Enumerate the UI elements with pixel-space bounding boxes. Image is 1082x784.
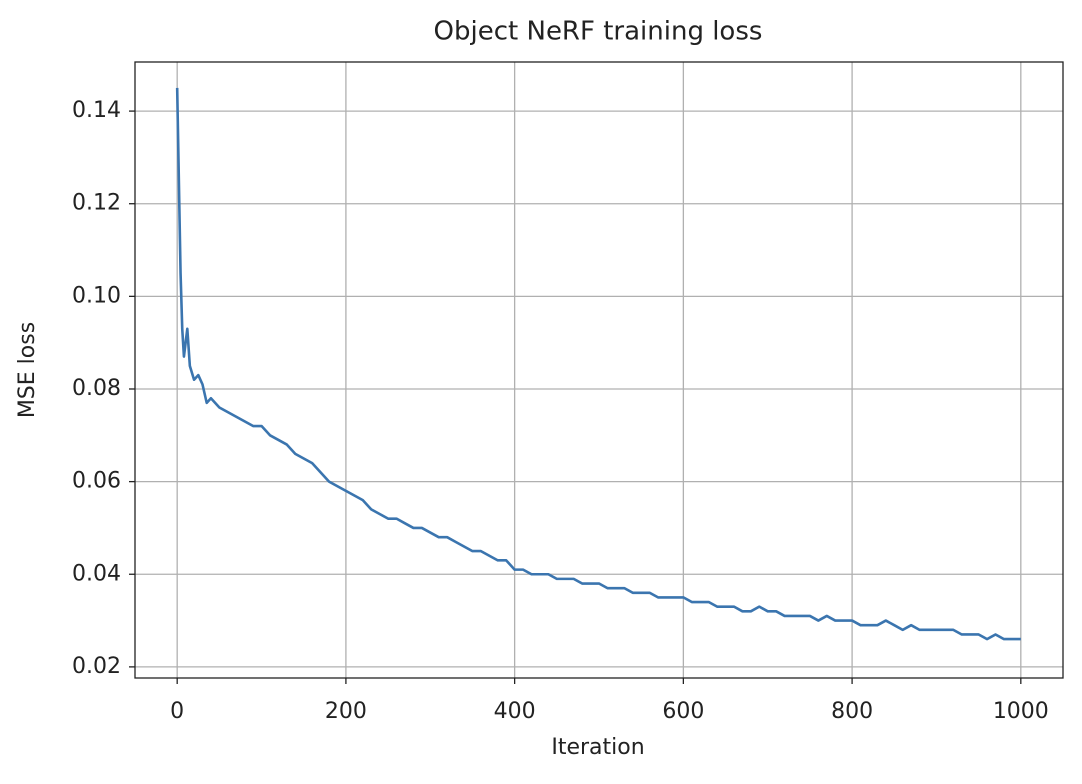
y-tick-label: 0.08 bbox=[72, 376, 121, 401]
loss-line bbox=[175, 87, 1021, 641]
x-tick-label: 200 bbox=[325, 699, 367, 724]
plot-frame bbox=[134, 61, 1064, 679]
x-tick-label: 800 bbox=[831, 699, 873, 724]
y-tick-label: 0.02 bbox=[72, 654, 121, 679]
x-axis-label: Iteration bbox=[551, 735, 644, 760]
chart-title: Object NeRF training loss bbox=[434, 17, 763, 47]
x-tick-label: 400 bbox=[494, 699, 536, 724]
y-axis-label: MSE loss bbox=[15, 322, 40, 418]
y-tick-label: 0.06 bbox=[72, 469, 121, 494]
y-tick-label: 0.14 bbox=[72, 98, 121, 123]
y-tick-label: 0.04 bbox=[72, 561, 121, 586]
x-tick-label: 0 bbox=[170, 699, 184, 724]
x-tick-label: 1000 bbox=[993, 699, 1049, 724]
y-tick-label: 0.10 bbox=[72, 283, 121, 308]
x-tick-label: 600 bbox=[662, 699, 704, 724]
y-tick-label: 0.12 bbox=[72, 191, 121, 216]
